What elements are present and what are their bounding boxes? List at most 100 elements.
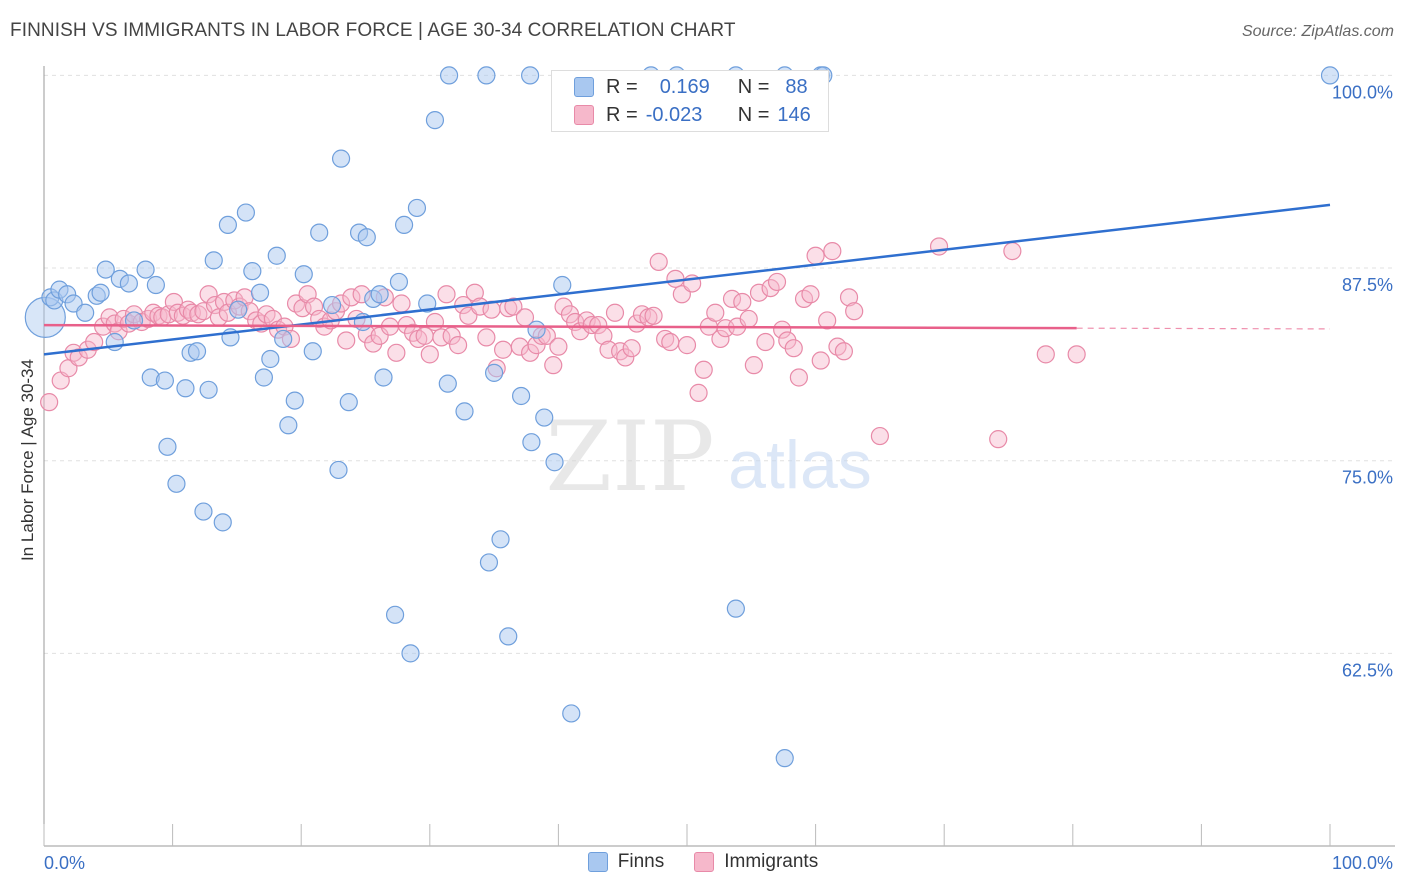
immigrants-point-110 (661, 332, 680, 352)
finns-point-30 (243, 262, 262, 281)
immigrants-point-6 (85, 332, 104, 352)
finns-point-58 (438, 374, 457, 393)
immigrants-point-72 (448, 336, 468, 355)
immigrants-point-20 (164, 292, 183, 312)
immigrants-point-67 (420, 345, 439, 364)
finns-point-50 (374, 368, 393, 387)
finns-point-28 (229, 300, 248, 319)
finns-point-5 (76, 303, 95, 322)
finns-point-23 (199, 380, 218, 399)
finns-point-71 (545, 453, 564, 472)
immigrants-legend-label: Immigrants (724, 851, 819, 872)
immigrants-point-123 (733, 292, 752, 312)
finns-point-19 (176, 379, 195, 398)
immigrants-point-70 (437, 285, 456, 304)
finns-point-56 (418, 294, 437, 313)
finns-n-value: 88 (785, 75, 808, 98)
gridlines (44, 74, 1395, 654)
immigrants-point-130 (773, 320, 792, 339)
series-legend: Finns Immigrants (0, 851, 1406, 873)
immigrants-point-142 (839, 288, 859, 307)
finns-point-33 (261, 349, 280, 369)
legend-row-immigrants: R = -0.023 N = 146 (552, 101, 811, 129)
immigrants-point-21 (168, 303, 187, 322)
immigrants-point-125 (744, 356, 763, 375)
immigrants-point-77 (477, 328, 496, 347)
finns-point-44 (339, 393, 358, 412)
legend-item-finns[interactable]: Finns (587, 851, 664, 873)
chart-title: FINNISH VS IMMIGRANTS IN LABOR FORCE | A… (10, 20, 736, 41)
y-tick-label-3: 100.0% (1332, 82, 1393, 102)
immigrants-point-144 (870, 426, 890, 446)
finns-point-21 (187, 342, 207, 361)
immigrants-point-100 (605, 303, 625, 322)
immigrants-point-111 (666, 269, 685, 288)
immigrants-point-108 (649, 252, 668, 271)
immigrants-point-97 (589, 315, 608, 335)
immigrants-point-137 (811, 351, 830, 370)
finns-point-36 (279, 416, 298, 435)
finns-point-37 (285, 391, 304, 410)
finns-trend-line (43, 203, 1331, 356)
immigrants-point-145 (929, 237, 949, 256)
finns-point-42 (329, 460, 348, 480)
finns-point-67 (521, 66, 540, 85)
watermark-atlas: atlas (728, 427, 872, 503)
trend-lines (43, 203, 1331, 356)
finns-point-31 (250, 283, 270, 302)
immigrants-point-0 (40, 393, 59, 412)
finns-point-35 (274, 329, 293, 349)
immigrants-point-82 (504, 297, 523, 316)
finns-point-63 (485, 363, 504, 382)
immigrants-trend-line (43, 323, 1077, 330)
immigrants-point-118 (706, 303, 725, 322)
legend-item-immigrants[interactable]: Immigrants (694, 851, 818, 873)
source-label: Source: ZipAtlas.com (1241, 23, 1394, 40)
finns-point-54 (401, 644, 420, 663)
immigrants-point-58 (370, 326, 389, 345)
finns-point-29 (236, 203, 256, 222)
finns-swatch (574, 77, 594, 97)
finns-point-53 (394, 215, 414, 235)
finns-point-62 (479, 553, 499, 572)
finns-point-39 (303, 342, 322, 361)
finns-point-38 (294, 265, 313, 284)
finns-point-79 (775, 749, 794, 768)
immigrants-point-129 (767, 272, 787, 292)
finns-point-61 (477, 66, 496, 85)
immigrants-point-148 (1036, 345, 1055, 364)
immigrants-point-24 (182, 303, 201, 322)
immigrants-point-135 (801, 285, 820, 304)
finns-point-52 (389, 272, 409, 292)
immigrants-swatch (574, 105, 594, 125)
immigrants-point-109 (656, 329, 675, 349)
finns-point-64 (491, 530, 510, 549)
finns-point-17 (158, 437, 177, 456)
immigrants-trend-extension (1076, 327, 1331, 330)
immigrants-point-103 (622, 339, 641, 358)
immigrants-point-75 (465, 283, 484, 302)
x-tick-label-max: 100.0% (1332, 853, 1393, 873)
immigrants-point-102 (616, 348, 635, 367)
finns-point-47 (357, 228, 376, 247)
immigrants-point-115 (689, 383, 708, 402)
finns-r-label: R = (606, 75, 638, 98)
immigrants-point-52 (337, 331, 356, 350)
finns-point-24 (204, 251, 223, 270)
immigrants-point-25 (189, 305, 208, 324)
finns-point-73 (562, 704, 581, 723)
y-tick-label-1: 75.0% (1342, 468, 1393, 488)
finns-point-26 (218, 215, 237, 235)
immigrants-point-27 (199, 285, 218, 304)
immigrants-point-116 (694, 360, 713, 379)
finns-point-55 (407, 198, 427, 218)
finns-point-18 (167, 474, 186, 493)
finns-point-59 (439, 66, 459, 85)
immigrants-point-61 (387, 343, 406, 362)
immigrants-point-132 (784, 339, 803, 358)
immigrants-point-89 (544, 356, 563, 375)
y-tick-label-0: 62.5% (1342, 660, 1393, 680)
finns-point-69 (527, 320, 546, 339)
finns-point-51 (385, 605, 405, 624)
immigrants-n-value: 146 (777, 103, 811, 126)
